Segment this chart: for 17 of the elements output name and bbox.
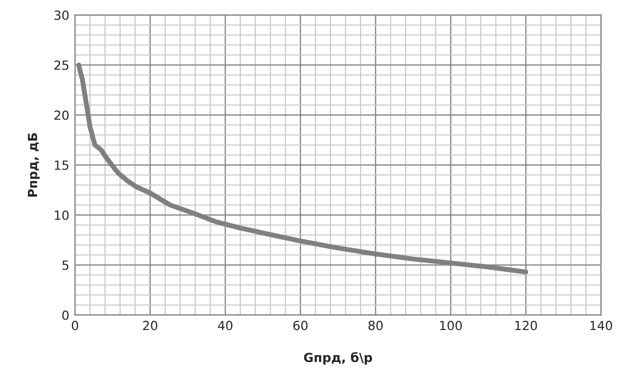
y-axis-title: Pпрд, дБ	[28, 133, 40, 197]
x-tick-label: 120	[515, 320, 537, 330]
x-tick-label: 80	[368, 320, 383, 330]
x-tick-label: 0	[72, 320, 78, 330]
x-tick-label: 20	[143, 320, 158, 330]
y-tick-label: 30	[54, 10, 69, 20]
y-tick-label: 20	[54, 110, 69, 120]
y-tick-label: 5	[62, 260, 68, 270]
y-tick-label: 10	[54, 210, 69, 220]
y-tick-label: 15	[54, 160, 68, 170]
x-tick-label: 40	[218, 320, 232, 330]
x-tick-label: 140	[590, 320, 612, 330]
x-tick-label: 100	[440, 320, 462, 330]
y-tick-label: 25	[54, 60, 68, 70]
y-tick-label: 0	[62, 310, 69, 320]
x-axis-title: Gпрд, б\р	[304, 352, 372, 365]
x-tick-label: 60	[293, 320, 308, 330]
